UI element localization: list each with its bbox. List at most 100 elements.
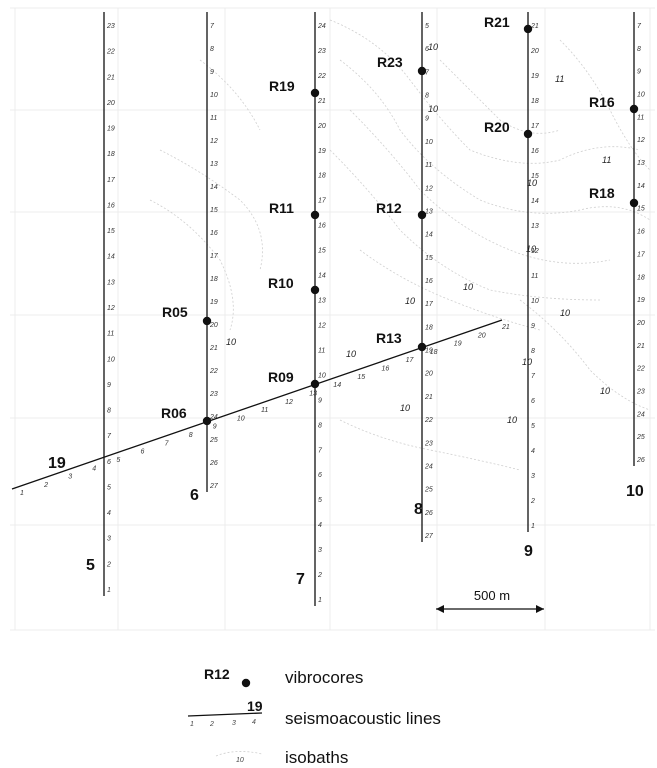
shot-label: 15 [210, 207, 218, 214]
shot-label: 21 [501, 324, 510, 331]
vibrocore-dot [629, 198, 639, 208]
shot-label: 17 [210, 253, 219, 260]
shot-label: 19 [425, 348, 433, 355]
line-label-6: 6 [190, 487, 199, 504]
isobath-label: 10 [428, 42, 438, 52]
shot-label: 5 [531, 423, 535, 430]
shot-label: 5 [107, 484, 111, 491]
shot-label: 17 [637, 251, 646, 258]
shot-label: 16 [107, 202, 115, 209]
legend-line-sample [187, 712, 263, 717]
shot-label: 18 [425, 324, 433, 331]
shot-label: 7 [531, 373, 536, 380]
shot-label: 8 [318, 422, 322, 429]
isobath-label: 10 [405, 296, 415, 306]
shot-label: 8 [425, 93, 429, 100]
shot-label: 23 [636, 388, 645, 395]
vibrocore-label: R05 [162, 304, 188, 320]
vibrocore-r05: R05 [162, 304, 212, 326]
line-label-5: 5 [86, 557, 95, 574]
shot-label: 20 [530, 48, 539, 55]
shot-label: 20 [317, 123, 326, 130]
shot-label: 14 [210, 184, 218, 191]
shot-label: 3 [68, 474, 72, 481]
shot-label: 3 [318, 547, 322, 554]
seismic-line-8: 5 6 7 8 9 10 11 12 13 14 15 16 17 18 19 20 21 22 23 24 25 26 2… [414, 12, 434, 542]
vibrocore-r11: R11 [269, 200, 320, 220]
shot-label: 6 [107, 459, 111, 466]
isobath-label: 10 [560, 308, 570, 318]
shot-label: 6 [425, 46, 429, 53]
shot-label: 2 [106, 561, 111, 568]
shot-label: 20 [424, 371, 433, 378]
shot-label: 5 [318, 497, 322, 504]
shot-label: 22 [209, 368, 218, 375]
shot-label: 21 [636, 343, 645, 350]
legend: R12 vibrocores 19 1 2 3 4 seismoacoustic… [187, 666, 441, 767]
shot-label: 7 [107, 433, 112, 440]
shot-label: 13 [210, 161, 218, 168]
shot-label: 18 [637, 274, 645, 281]
shot-label: 23 [209, 391, 218, 398]
isobath-contours [149, 19, 651, 471]
isobath-contour [159, 149, 263, 271]
isobath-contour [339, 419, 521, 471]
legend-line-number: 19 [247, 698, 263, 714]
shot-label: 1 [107, 587, 111, 594]
shot-label: 10 [237, 415, 245, 422]
line-label-7: 7 [296, 571, 305, 588]
isobath-label: 11 [555, 74, 564, 84]
vibrocore-r09: R09 [268, 369, 320, 389]
shot-label: 12 [318, 322, 326, 329]
shot-label: 24 [209, 414, 218, 421]
vibrocore-label: R21 [484, 14, 510, 30]
shot-label: 15 [357, 374, 365, 381]
vibrocore-dot [310, 210, 320, 220]
shot-label: 16 [637, 229, 645, 236]
shot-label: 24 [424, 463, 433, 470]
shot-label: 1 [20, 490, 24, 497]
vibrocore-r19: R19 [269, 78, 320, 98]
shot-label: 19 [318, 148, 326, 155]
legend-isobath-text: isobaths [285, 748, 348, 767]
shot-label: 3 [531, 473, 535, 480]
shot-label: 21 [209, 345, 218, 352]
shot-label: 22 [106, 49, 115, 56]
shot-label: 21 [424, 394, 433, 401]
shot-label: 12 [107, 305, 115, 312]
shot-label: 16 [382, 366, 390, 373]
legend-line-shot-3: 3 [232, 720, 236, 727]
isobath-label: 10 [428, 104, 438, 114]
line-label-19: 19 [48, 455, 66, 472]
isobath-contour [199, 59, 261, 131]
isobath-contour [329, 19, 641, 164]
shot-label: 12 [210, 138, 218, 145]
shot-label: 11 [107, 331, 114, 338]
isobath-label: 10 [226, 337, 236, 347]
shot-label: 2 [530, 498, 535, 505]
isobath-label: 10 [463, 282, 473, 292]
shot-label: 7 [637, 23, 642, 30]
shot-label: 13 [107, 279, 115, 286]
line-label-9: 9 [524, 543, 533, 560]
shot-label: 6 [318, 472, 322, 479]
legend-line-text: seismoacoustic lines [285, 709, 441, 728]
shot-label: 11 [531, 273, 538, 280]
vibrocore-r18: R18 [589, 185, 639, 208]
vibrocore-label: R09 [268, 369, 294, 385]
shot-label: 11 [261, 407, 268, 414]
shot-label: 26 [424, 510, 433, 517]
shot-label: 10 [210, 92, 218, 99]
isobath-label: 10 [507, 415, 517, 425]
scale-bar-label: 500 m [474, 588, 510, 603]
shot-label: 24 [636, 411, 645, 418]
scale-arrow-left [436, 605, 444, 613]
isobath-labels: 10 10 11 11 10 10 10 10 10 10 10 10 10 10 10 [226, 42, 611, 425]
shot-label: 14 [531, 198, 539, 205]
vibrocore-dot [629, 104, 639, 114]
shot-label: 16 [210, 230, 218, 237]
vibrocore-dot [202, 416, 212, 426]
shot-label: 19 [637, 297, 645, 304]
isobath-contour [149, 199, 234, 331]
